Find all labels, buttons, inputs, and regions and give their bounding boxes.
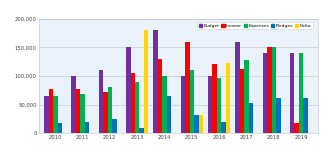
Bar [290, 53, 295, 133]
Bar [99, 70, 103, 133]
Bar [303, 98, 308, 133]
Bar [126, 47, 131, 133]
Bar [131, 73, 135, 133]
Bar [135, 82, 139, 133]
Bar [108, 87, 112, 133]
Bar [139, 128, 144, 133]
Bar [153, 30, 158, 133]
Bar [190, 70, 194, 133]
Bar [213, 64, 217, 133]
Bar [71, 76, 76, 133]
Bar [76, 89, 80, 133]
Bar [276, 98, 281, 133]
Bar [162, 76, 167, 133]
Bar [263, 53, 267, 133]
Bar [217, 78, 221, 133]
Bar [85, 122, 89, 133]
Bar [185, 42, 190, 133]
Bar [299, 53, 303, 133]
Bar [272, 47, 276, 133]
Bar [53, 96, 58, 133]
Bar [49, 89, 53, 133]
Bar [194, 115, 199, 133]
Bar [58, 123, 62, 133]
Bar [199, 115, 203, 133]
Bar [221, 122, 226, 133]
Bar [167, 96, 171, 133]
Bar [80, 94, 85, 133]
Bar [226, 63, 230, 133]
Bar [144, 30, 148, 133]
Bar [208, 76, 213, 133]
Bar [44, 96, 49, 133]
Bar [235, 42, 240, 133]
Bar [103, 92, 108, 133]
Bar [112, 119, 117, 133]
Legend: Budget, Income, Expenses, Pledges, Delta: Budget, Income, Expenses, Pledges, Delta [197, 22, 313, 29]
Bar [267, 47, 272, 133]
Bar [295, 123, 299, 133]
Bar [249, 104, 253, 133]
Bar [181, 76, 185, 133]
Bar [158, 59, 162, 133]
Bar [244, 60, 249, 133]
Bar [240, 69, 244, 133]
